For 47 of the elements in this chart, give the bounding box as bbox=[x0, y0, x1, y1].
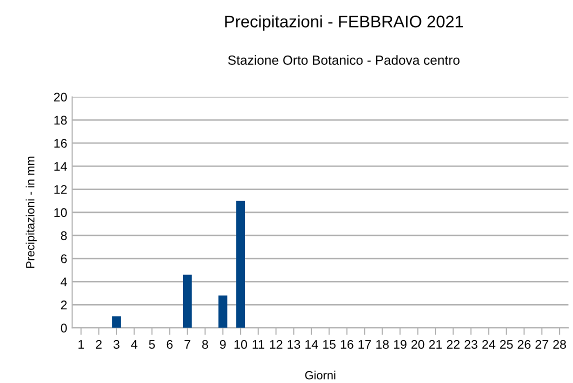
x-tick-label: 25 bbox=[500, 340, 513, 349]
x-tick-label: 20 bbox=[411, 340, 424, 349]
y-tick-label: 10 bbox=[54, 208, 67, 218]
x-tick-label: 21 bbox=[429, 340, 442, 349]
x-tick-label: 8 bbox=[202, 340, 208, 349]
x-tick-label: 11 bbox=[252, 340, 264, 349]
x-tick-label: 15 bbox=[323, 340, 336, 349]
y-tick-label: 6 bbox=[61, 254, 67, 264]
y-tick-label: 18 bbox=[54, 116, 67, 125]
x-tick-label: 14 bbox=[305, 340, 318, 349]
x-tick-label: 16 bbox=[340, 340, 354, 349]
y-tick-label: 0 bbox=[60, 324, 67, 332]
bar bbox=[182, 274, 192, 328]
x-tick-label: 10 bbox=[234, 340, 248, 349]
x-tick-label: 12 bbox=[270, 340, 282, 349]
y-axis-title: Precipitazioni - in mm bbox=[26, 156, 37, 268]
x-tick-label: 1 bbox=[78, 340, 84, 349]
x-tick-label: 22 bbox=[446, 340, 460, 349]
x-tick-label: 28 bbox=[553, 340, 566, 349]
y-tick-label: 4 bbox=[60, 278, 67, 286]
bar bbox=[218, 296, 228, 328]
x-tick-label: 19 bbox=[394, 340, 406, 349]
chart-subtitle: Stazione Orto Botanico - Padova centro bbox=[228, 55, 460, 65]
chart-title: Precipitazioni - FEBBRAIO 2021 bbox=[225, 15, 463, 31]
y-tick-label: 14 bbox=[54, 162, 67, 171]
x-tick-label: 4 bbox=[131, 340, 138, 349]
x-tick-label: 23 bbox=[464, 340, 478, 349]
x-tick-label: 27 bbox=[536, 340, 548, 349]
x-tick-label: 7 bbox=[184, 340, 190, 349]
y-tick-label: 2 bbox=[61, 300, 67, 310]
bar bbox=[112, 316, 121, 328]
y-tick-label: 16 bbox=[54, 138, 67, 148]
x-tick-label: 9 bbox=[220, 340, 226, 349]
x-tick-label: 26 bbox=[518, 340, 531, 349]
x-tick-label: 24 bbox=[482, 340, 496, 349]
x-tick-label: 17 bbox=[358, 340, 371, 349]
x-tick-label: 3 bbox=[114, 340, 120, 349]
x-tick-label: 2 bbox=[96, 340, 102, 349]
y-tick-label: 12 bbox=[54, 185, 67, 194]
x-tick-label: 5 bbox=[148, 340, 155, 349]
bar bbox=[236, 200, 245, 328]
y-tick-label: 20 bbox=[54, 92, 67, 102]
x-axis-title: Giorni bbox=[305, 370, 336, 380]
x-tick-label: 18 bbox=[376, 340, 389, 349]
x-tick-label: 13 bbox=[288, 340, 300, 349]
x-tick-label: 6 bbox=[166, 340, 173, 349]
y-tick-label: 8 bbox=[60, 231, 67, 240]
